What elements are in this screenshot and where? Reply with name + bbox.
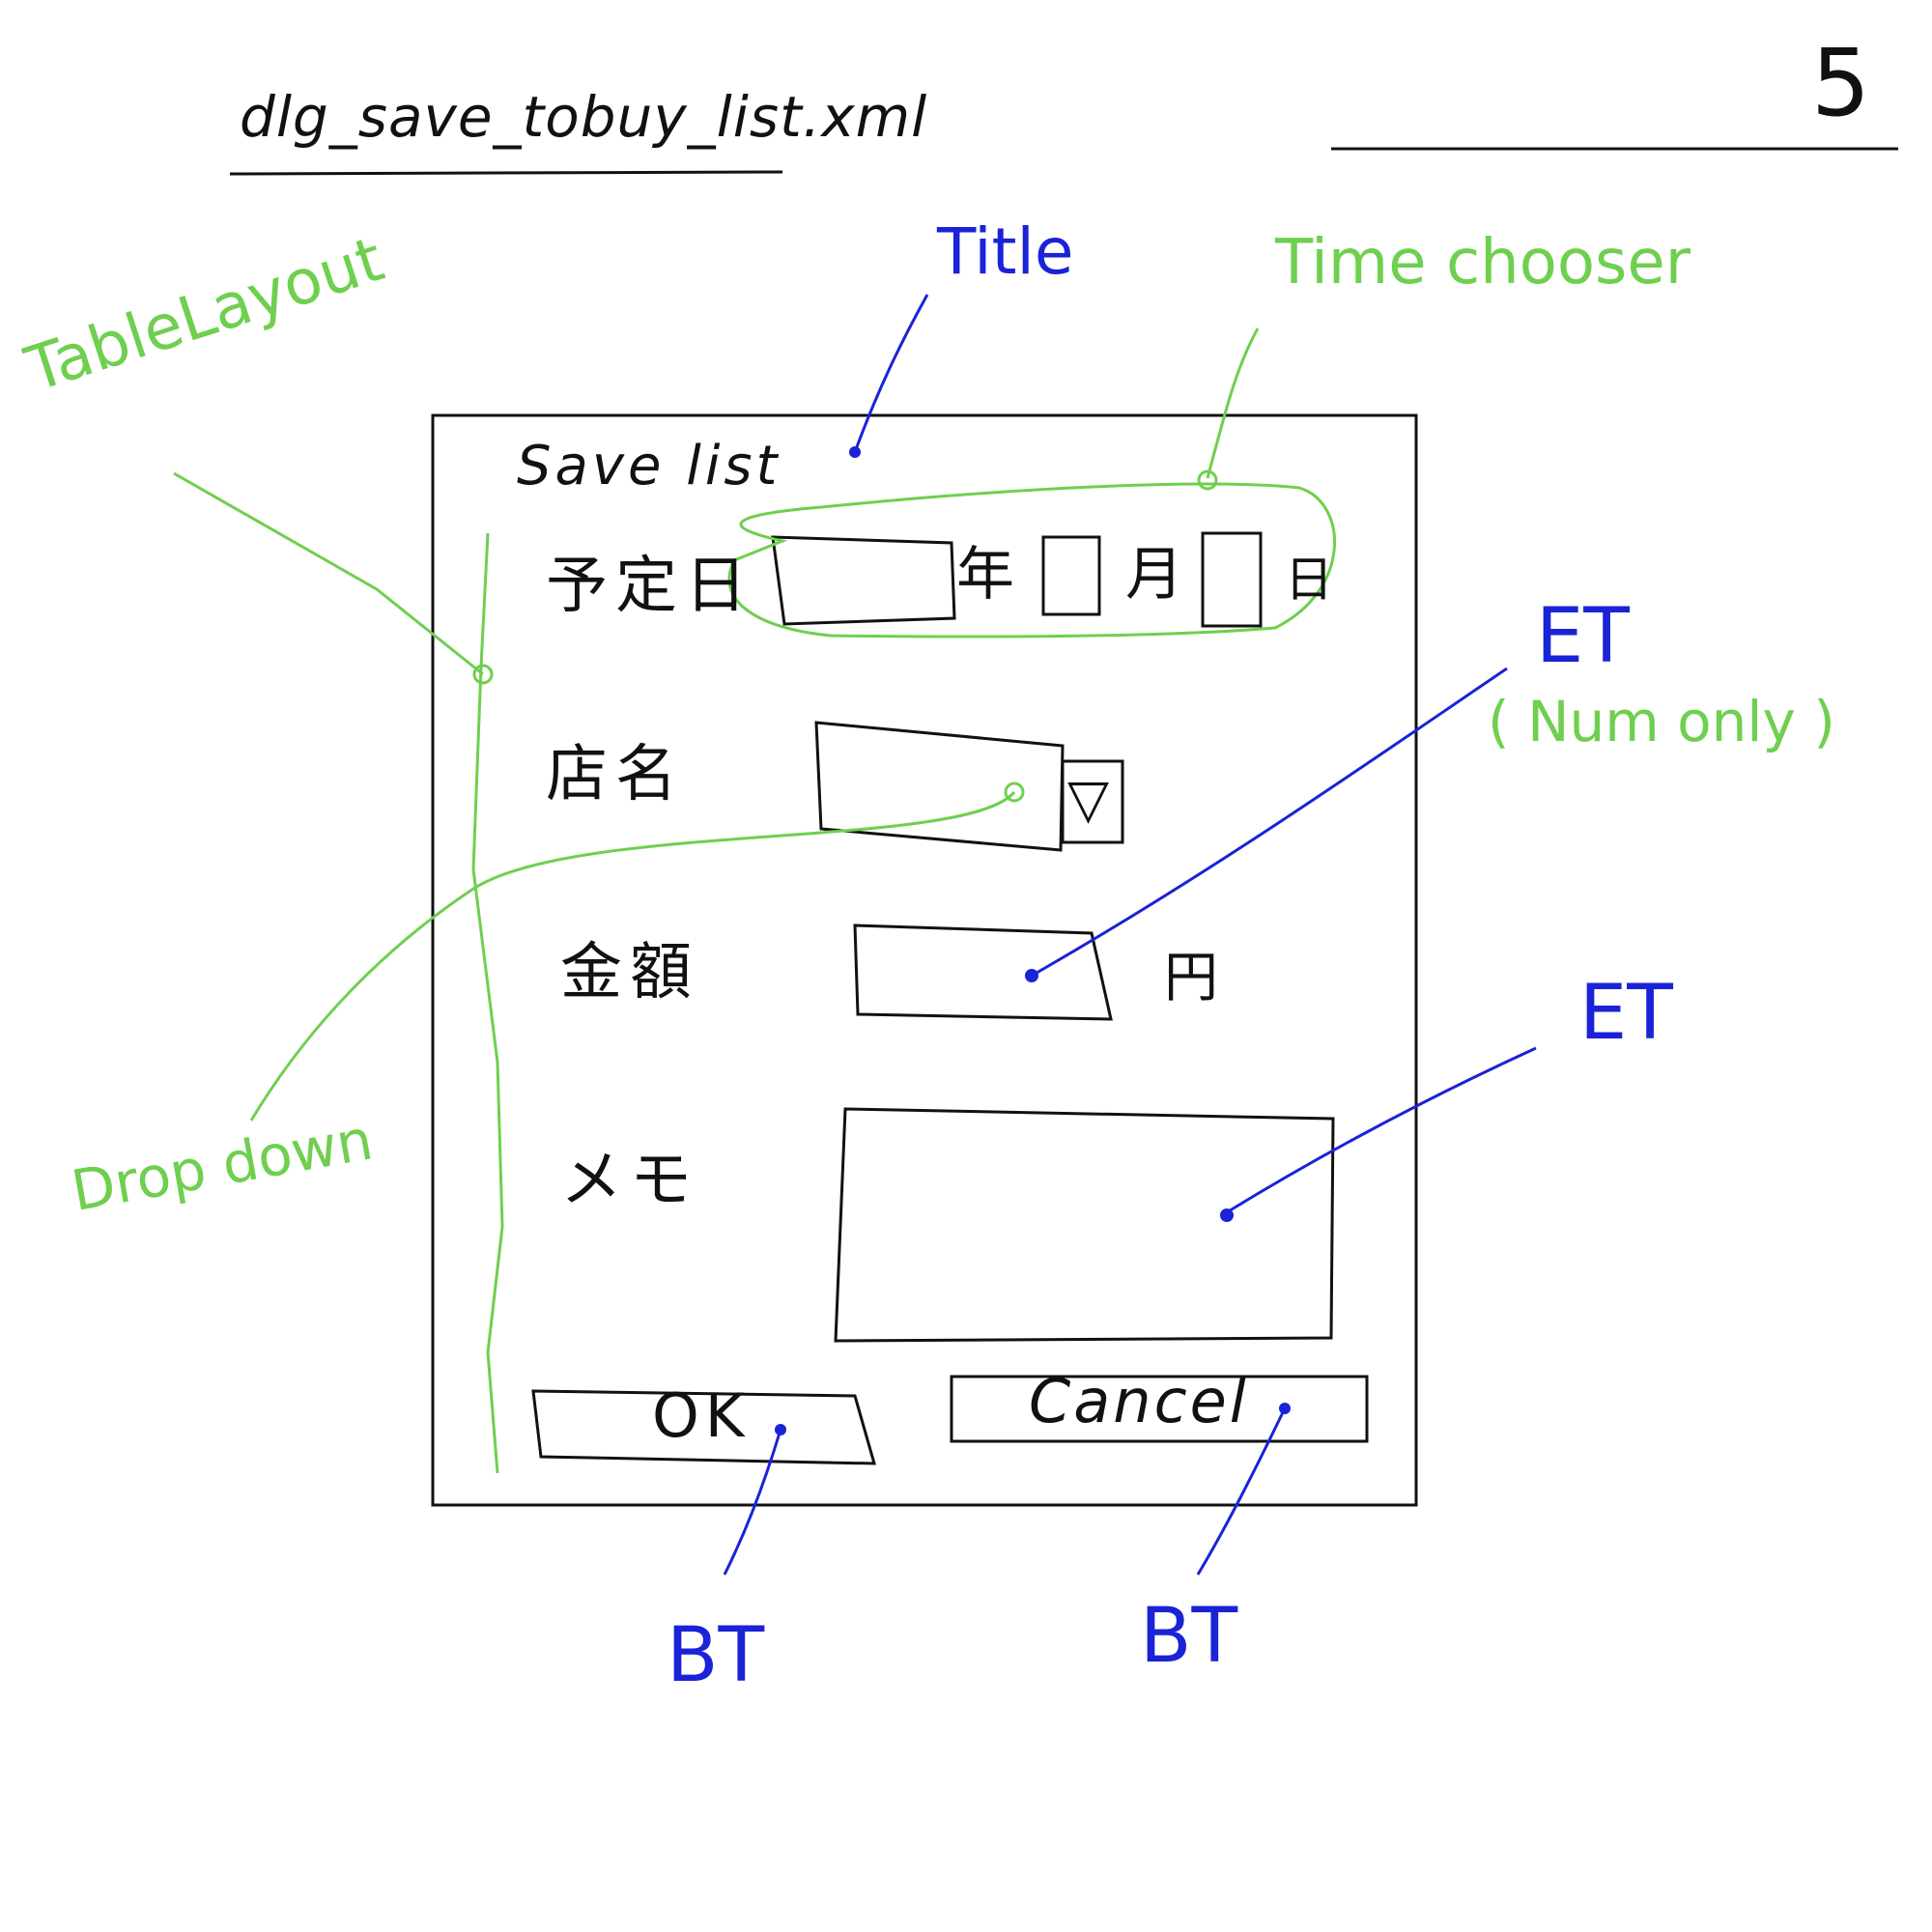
- file-title: dlg_save_tobuy_list.xml: [240, 84, 928, 150]
- annotation-bt-cancel: BT: [1140, 1593, 1238, 1680]
- time-chooser-outline: [727, 482, 1336, 639]
- annotation-bt-ok: BT: [667, 1612, 765, 1699]
- ok-button-box: [531, 1389, 877, 1465]
- shop-dropdown-button: [1061, 759, 1124, 844]
- bt-ok-dot: [775, 1424, 786, 1435]
- tablelayout-leader: [173, 471, 484, 676]
- memo-row-label: メモ: [560, 1145, 699, 1216]
- tablelayout-bracket: [471, 532, 504, 1474]
- et-num-leader: [1031, 667, 1508, 978]
- memo-input-box: [834, 1107, 1335, 1343]
- date-month-unit: 月: [1125, 541, 1183, 609]
- et-memo-dot: [1220, 1208, 1234, 1222]
- dialog-title: Save list: [517, 435, 781, 497]
- cancel-button[interactable]: Cancel: [1029, 1366, 1250, 1436]
- annotation-title: Title: [937, 214, 1074, 289]
- date-day-box: [1201, 531, 1263, 628]
- time-chooser-dot: [1197, 469, 1218, 491]
- bt-cancel-dot: [1279, 1403, 1291, 1414]
- annotation-et-memo: ET: [1579, 970, 1673, 1057]
- amount-unit: 円: [1164, 947, 1218, 1009]
- shop-dropdown-box: [814, 721, 1065, 852]
- filename-underline: [229, 170, 783, 176]
- bt-cancel-leader: [1196, 1407, 1287, 1576]
- time-chooser-leader: [1206, 327, 1260, 479]
- shop-row-label: 店名: [546, 739, 685, 810]
- date-year-box: [771, 535, 956, 626]
- et-num-dot: [1025, 969, 1038, 982]
- cancel-button-box: [950, 1375, 1369, 1443]
- dropdown-arrow-icon[interactable]: ▽: [1067, 768, 1110, 831]
- title-leader: [853, 294, 929, 453]
- date-year-unit: 年: [956, 541, 1014, 609]
- et-memo-leader: [1226, 1046, 1537, 1214]
- date-row-label: 予定日: [546, 551, 754, 622]
- date-month-box: [1041, 535, 1101, 616]
- annotation-time-chooser: Time chooser: [1275, 227, 1691, 298]
- page-number: 5: [1811, 29, 1871, 137]
- title-dot: [849, 446, 861, 458]
- annotation-num-only: ( Num only ): [1488, 689, 1835, 754]
- date-day-unit: 日: [1285, 552, 1333, 608]
- bt-ok-leader: [723, 1429, 782, 1576]
- dropdown-dot: [1004, 781, 1025, 803]
- tablelayout-dot: [472, 664, 494, 685]
- dialog-frame: [431, 413, 1418, 1507]
- dropdown-leader: [249, 791, 1016, 1122]
- amount-row-label: 金額: [560, 937, 699, 1009]
- ok-button[interactable]: OK: [652, 1380, 751, 1451]
- annotation-et-num: ET: [1536, 593, 1630, 680]
- amount-input-box: [853, 923, 1113, 1021]
